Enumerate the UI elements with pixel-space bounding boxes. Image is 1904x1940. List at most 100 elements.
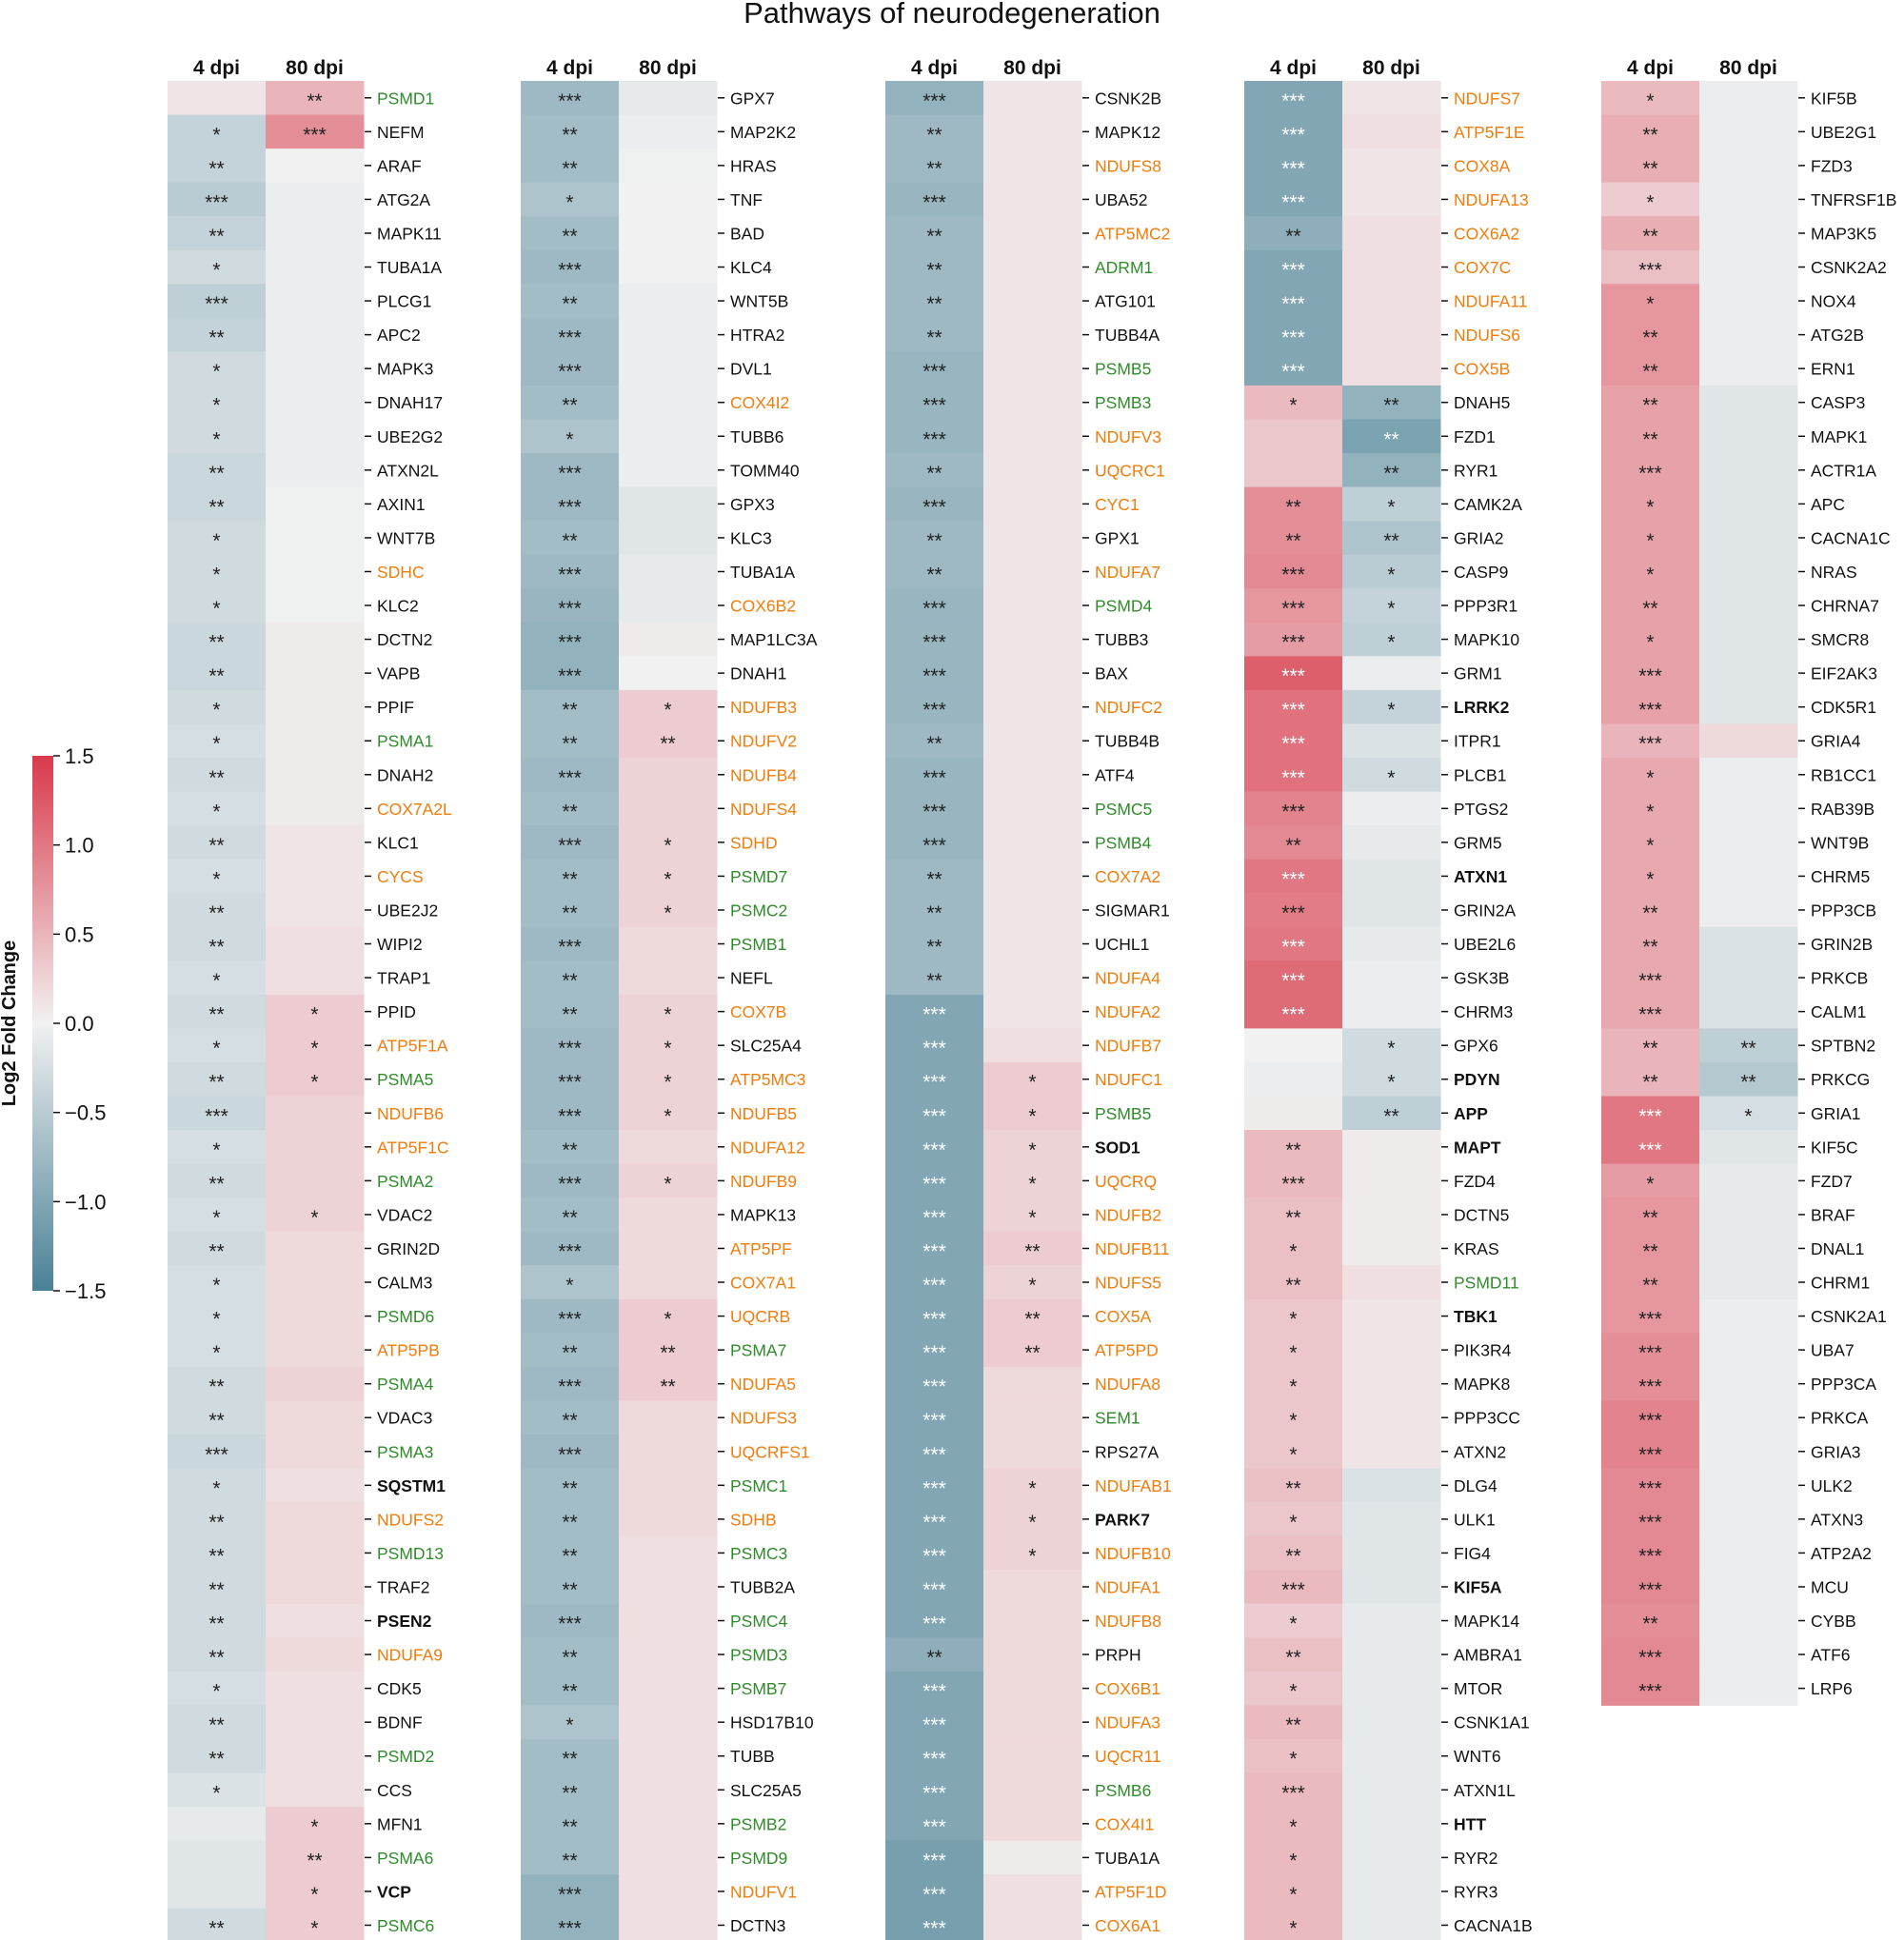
significance-mark: *** <box>1638 970 1662 992</box>
significance-mark: ** <box>208 937 224 959</box>
significance-mark: * <box>310 1004 318 1026</box>
heatmap-cell-80dpi <box>1699 1435 1798 1470</box>
gene-label: DLG4 <box>1454 1476 1497 1495</box>
colorbar-tick-label: −1.5 <box>65 1279 106 1303</box>
significance-mark: ** <box>562 801 577 822</box>
significance-mark: * <box>664 868 671 890</box>
heatmap-cell-80dpi <box>1699 723 1798 759</box>
gene-label: VCP <box>377 1882 411 1901</box>
significance-mark: * <box>310 1072 318 1094</box>
colorbar: 1.5 1.0 0.5 0.0 −0.5 −1.0 −1.5 Log2 Fold Chang… <box>0 744 106 1303</box>
column-header: 80 dpi <box>639 57 697 79</box>
heatmap-cell-4dpi <box>1601 893 1700 928</box>
gene-label: DNAH2 <box>377 765 433 784</box>
heatmap-cell-80dpi <box>1342 656 1441 691</box>
heatmap-cell-80dpi <box>619 114 718 149</box>
heatmap-cell-4dpi <box>1244 1400 1343 1435</box>
significance-mark: *** <box>1281 665 1305 687</box>
heatmap-cell-4dpi <box>1244 1231 1343 1266</box>
significance-mark: ** <box>562 1139 577 1161</box>
significance-mark: *** <box>1638 1309 1662 1331</box>
gene-label: RB1CC1 <box>1811 765 1876 784</box>
heatmap-cell-4dpi <box>885 1671 984 1706</box>
significance-mark: *** <box>558 1038 582 1059</box>
heatmap-cell-80dpi <box>1699 419 1798 454</box>
heatmap-cell-4dpi <box>1244 554 1343 589</box>
gene-label: TUBA1A <box>730 563 795 582</box>
heatmap-cell-4dpi <box>885 1400 984 1435</box>
column-header: 4 dpi <box>1270 57 1317 79</box>
significance-mark: * <box>212 361 220 383</box>
heatmap-cell-4dpi <box>521 1265 620 1300</box>
heatmap-cell-4dpi <box>885 1096 984 1131</box>
gene-label: NDUFA13 <box>1454 190 1529 209</box>
heatmap-cell-80dpi <box>983 1198 1082 1233</box>
gene-label: GPX3 <box>730 495 775 514</box>
significance-mark: * <box>212 530 220 552</box>
significance-mark: ** <box>1642 598 1657 620</box>
heatmap-cell-4dpi <box>1601 1333 1700 1368</box>
heatmap-cell-80dpi <box>983 1874 1082 1910</box>
heatmap-cell-80dpi <box>983 1772 1082 1808</box>
significance-mark: * <box>212 733 220 755</box>
significance-mark: * <box>310 1038 318 1059</box>
heatmap-cell-4dpi <box>168 1603 267 1638</box>
gene-label: KLC2 <box>377 597 419 616</box>
heatmap-cell-80dpi <box>983 554 1082 589</box>
significance-mark: *** <box>558 1240 582 1262</box>
colorbar-tick-label: −0.5 <box>65 1101 106 1125</box>
heatmap-cell-80dpi <box>1699 1637 1798 1673</box>
significance-mark: *** <box>558 1072 582 1094</box>
colorbar-tick-label: 0.5 <box>65 922 94 946</box>
gene-label: NDUFA8 <box>1095 1375 1160 1394</box>
gene-label: ADRM1 <box>1095 258 1153 277</box>
heatmap-cell-80dpi <box>983 148 1082 184</box>
heatmap-cell-80dpi <box>1342 1265 1441 1300</box>
heatmap-cell-80dpi <box>1699 1096 1798 1131</box>
significance-mark: * <box>565 1275 573 1297</box>
heatmap-cell-80dpi <box>983 284 1082 319</box>
significance-mark: *** <box>1281 1782 1305 1804</box>
gene-label: NDUFAB1 <box>1095 1476 1172 1495</box>
heatmap-cell-4dpi <box>1601 1435 1700 1470</box>
heatmap-cell-4dpi <box>885 588 984 624</box>
gene-label: NDUFB5 <box>730 1104 797 1123</box>
heatmap-cell-80dpi <box>619 588 718 624</box>
heatmap-cell-80dpi <box>619 1163 718 1198</box>
gene-label: KIF5B <box>1811 89 1857 108</box>
heatmap-cell-80dpi <box>983 114 1082 149</box>
heatmap-cell-80dpi <box>619 926 718 961</box>
significance-mark: ** <box>208 835 224 857</box>
significance-mark: *** <box>558 564 582 585</box>
significance-mark: * <box>1646 835 1654 857</box>
heatmap-cell-4dpi <box>521 1163 620 1198</box>
significance-mark: *** <box>558 665 582 687</box>
significance-mark: *** <box>922 1579 946 1601</box>
heatmap-cell-4dpi <box>168 1705 267 1740</box>
significance-mark: ** <box>1740 1072 1755 1094</box>
significance-mark: *** <box>922 90 946 112</box>
significance-mark: ** <box>208 665 224 687</box>
significance-mark: *** <box>558 361 582 383</box>
heatmap-cell-80dpi <box>1342 622 1441 657</box>
heatmap-cell-4dpi <box>521 1671 620 1706</box>
heatmap-cell-4dpi <box>885 1840 984 1875</box>
heatmap-cell-80dpi <box>619 1772 718 1808</box>
gene-label: FZD7 <box>1811 1172 1853 1191</box>
significance-mark: * <box>1646 868 1654 890</box>
heatmap-cell-4dpi <box>521 1535 620 1571</box>
heatmap-cell-4dpi <box>1601 723 1700 759</box>
gene-label: COX4I2 <box>730 393 789 412</box>
significance-mark: ** <box>1285 835 1300 857</box>
heatmap-cell-80dpi <box>1342 1198 1441 1233</box>
heatmap-cell-4dpi <box>885 994 984 1029</box>
significance-mark: *** <box>922 1816 946 1838</box>
heatmap-cell-4dpi <box>521 284 620 319</box>
heatmap-cell-4dpi <box>521 1570 620 1605</box>
heatmap-cell-4dpi <box>1601 1400 1700 1435</box>
heatmap-cell-80dpi <box>1699 622 1798 657</box>
heatmap-panel-4: 4 dpi 80 dpi*** NDUFS7*** ATP5F1E*** COX8A**… <box>1244 57 1533 1940</box>
significance-mark: * <box>212 801 220 822</box>
gene-label: PSMD13 <box>377 1544 444 1563</box>
gene-label: MAPK13 <box>730 1205 796 1224</box>
